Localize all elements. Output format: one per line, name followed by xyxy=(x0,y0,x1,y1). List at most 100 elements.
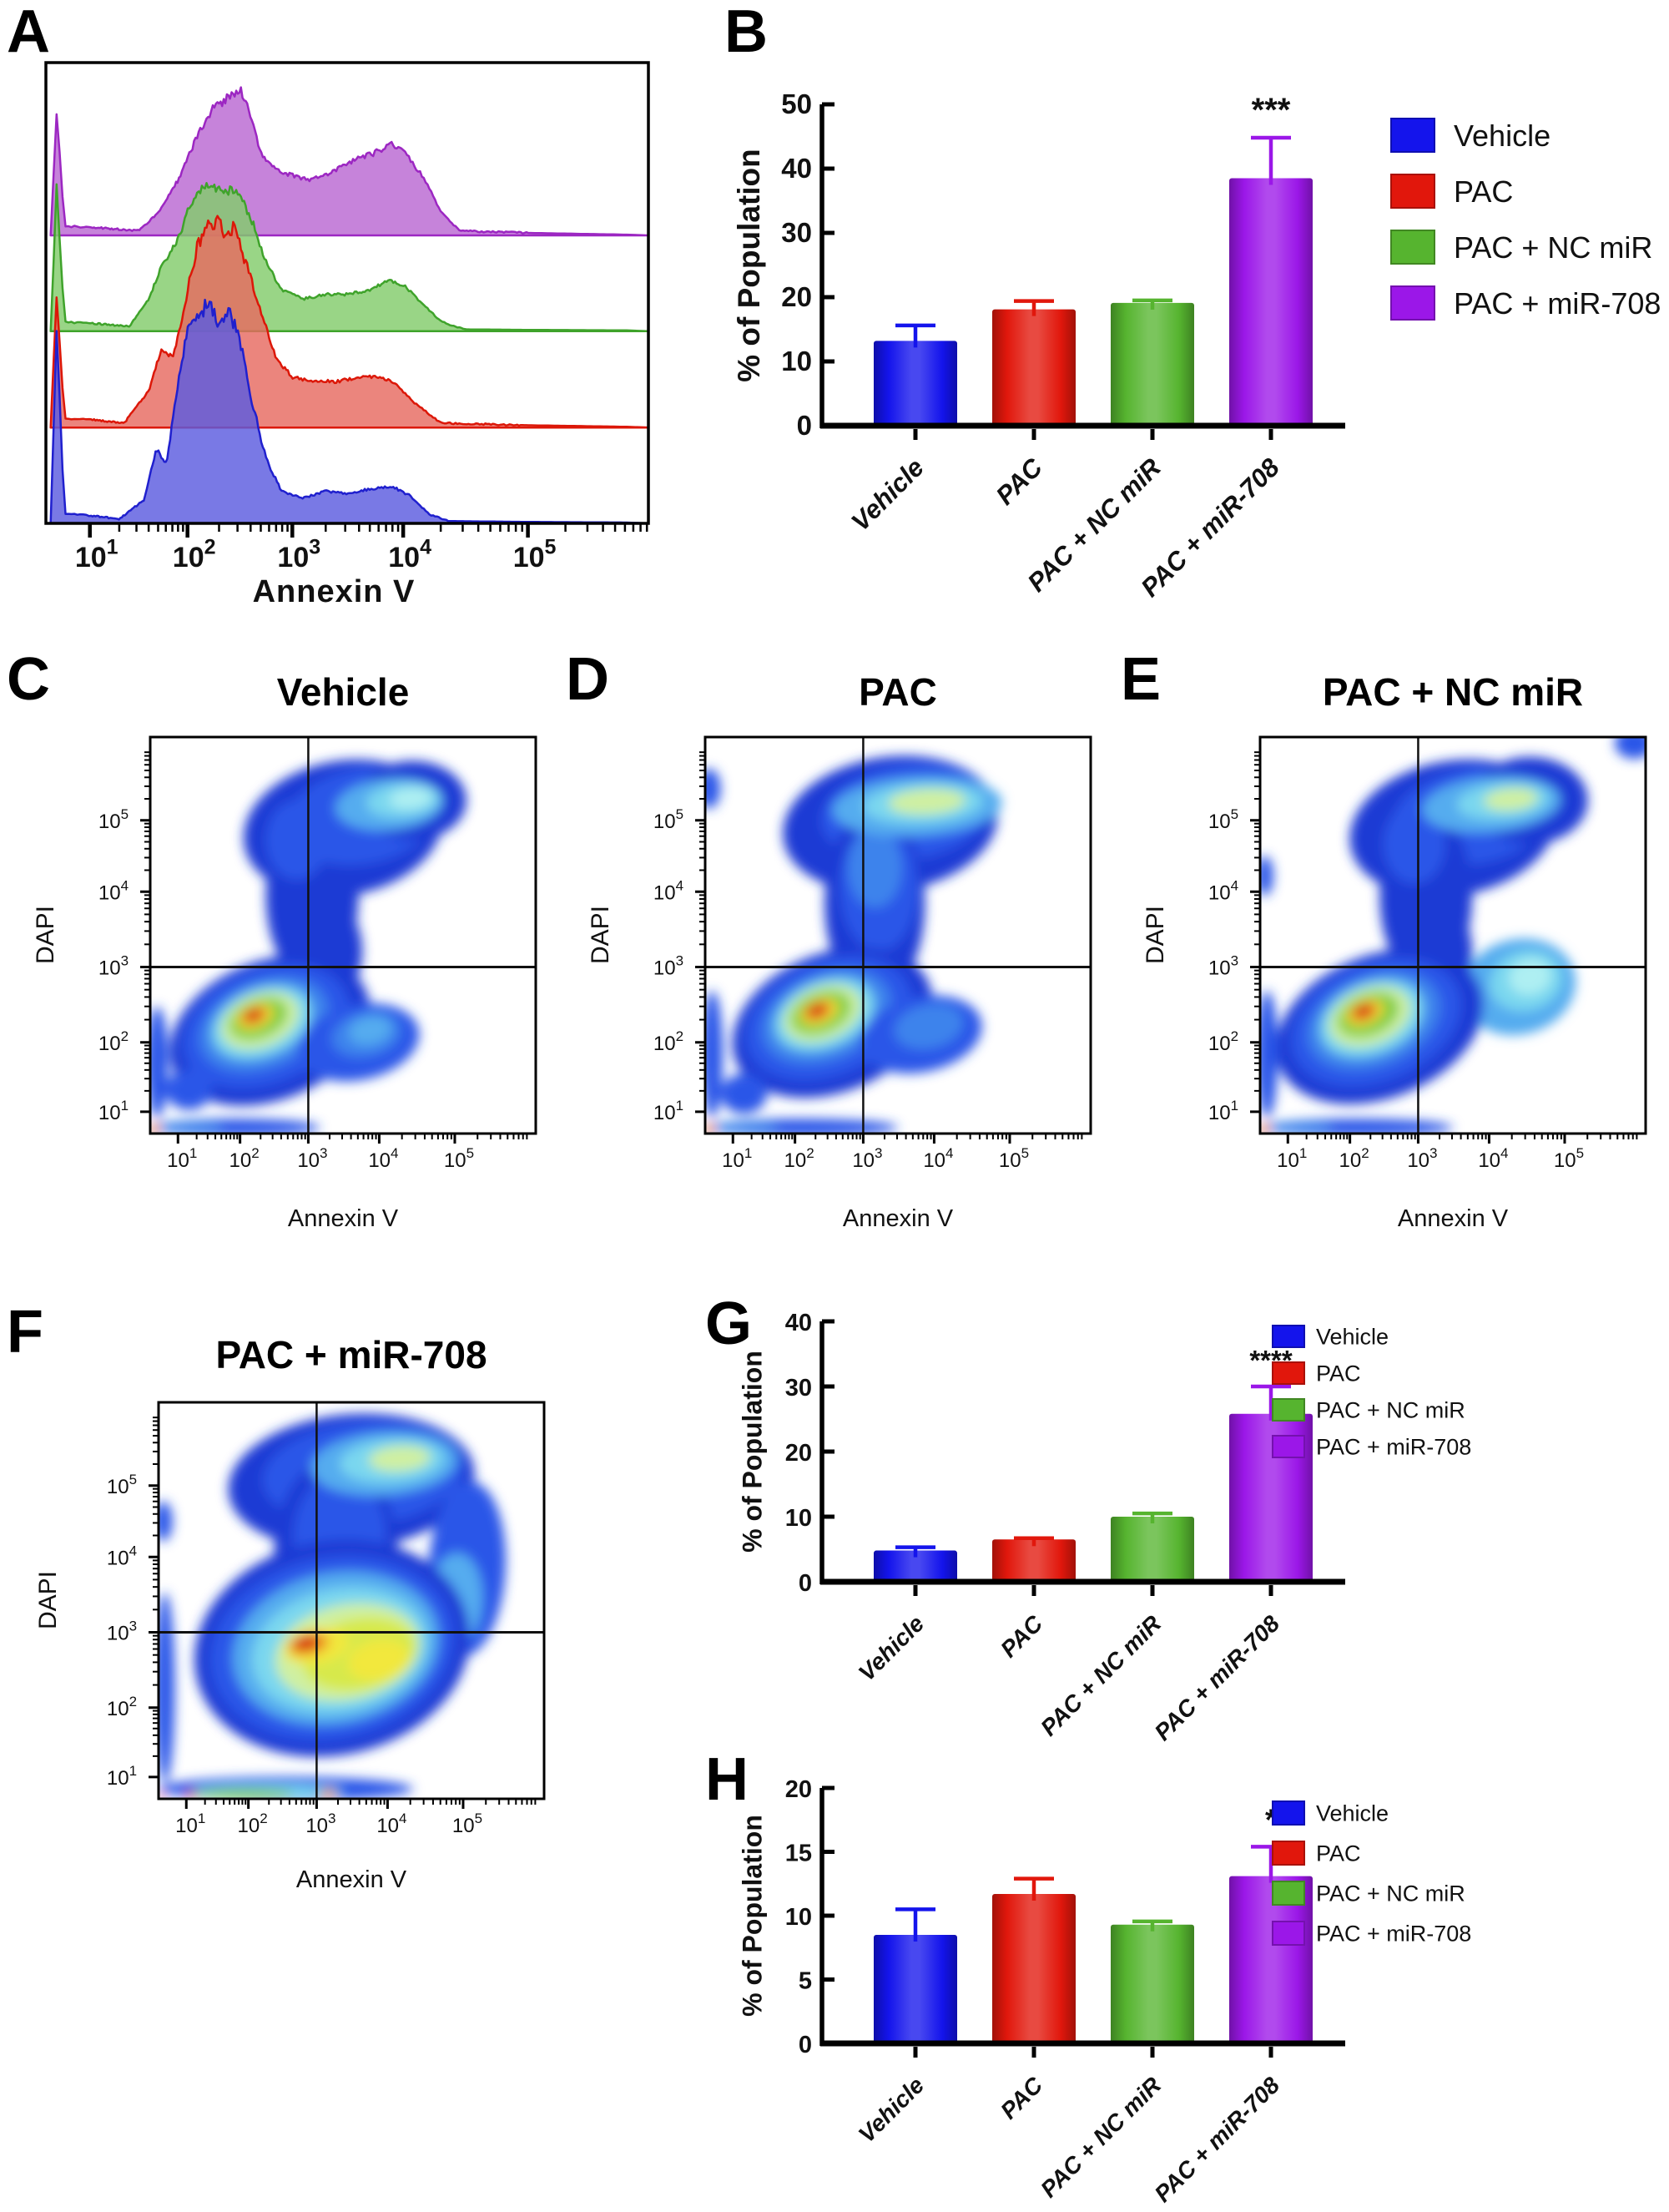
legend-swatch-vehicle xyxy=(1272,1800,1305,1826)
log-tick-label: 105 xyxy=(1554,1145,1584,1172)
significance-stars: *** xyxy=(1252,92,1291,129)
log-tick-label: 104 xyxy=(376,1811,406,1837)
y-tick-label: 10 xyxy=(785,1505,812,1532)
log-tick-label: 102 xyxy=(1339,1145,1369,1172)
log-tick-label: 101 xyxy=(75,536,118,573)
log-tick-label: 103 xyxy=(852,1145,882,1172)
x-category-label: PAC + miR-708 xyxy=(1149,1610,1284,1745)
legend-swatch-vehicle xyxy=(1390,118,1435,153)
y-tick-label: 30 xyxy=(785,1375,812,1401)
legend-label: PAC + NC miR xyxy=(1316,1398,1465,1423)
legend-label: PAC + NC miR xyxy=(1454,230,1652,265)
log-tick-label: 103 xyxy=(1407,1145,1437,1172)
histogram-curve-vehicle xyxy=(49,298,648,523)
legend-swatch-pac-mir-708 xyxy=(1272,1435,1305,1458)
y-tick-label: 30 xyxy=(781,217,812,248)
legend-swatch-vehicle xyxy=(1272,1325,1305,1348)
panel-e-xaxis-label: Annexin V xyxy=(1397,1205,1509,1232)
x-category-label: Vehicle xyxy=(845,452,930,537)
log-tick-label: 104 xyxy=(107,1543,137,1569)
y-tick-label: 0 xyxy=(797,410,812,441)
panel-d-density-plot: 101 102 103 104 105 101 102 103 104 105 xyxy=(653,735,1092,1172)
panel-c-density-plot: 101 102 103 104 105 101 102 103 104 105 xyxy=(98,735,537,1172)
legend-label: Vehicle xyxy=(1316,1325,1389,1350)
panel-c-title: Vehicle xyxy=(276,670,410,714)
log-tick-label: 104 xyxy=(98,877,129,904)
y-tick-label: 10 xyxy=(781,346,812,376)
bar-pac xyxy=(992,1893,1076,2043)
log-tick-label: 102 xyxy=(107,1694,137,1720)
y-tick-label: 0 xyxy=(799,2032,812,2058)
x-category-label: Vehicle xyxy=(854,1610,930,1686)
panel-d-yaxis-label: DAPI xyxy=(587,905,614,965)
y-tick-label: 5 xyxy=(799,1968,812,1995)
panel-d-title: PAC xyxy=(859,670,937,714)
y-tick-label: 20 xyxy=(781,281,812,312)
bar-vehicle xyxy=(874,1934,957,2043)
legend-label: PAC xyxy=(1316,1361,1361,1386)
bar-pac-nc-mir xyxy=(1111,1517,1194,1582)
bar-pac-mir-708 xyxy=(1229,1876,1313,2043)
log-tick-label: 105 xyxy=(1208,806,1238,833)
panel-f-density-plot: 101 102 103 104 105 101 102 103 104 105 xyxy=(107,1401,546,1837)
panel-f-xaxis-label: Annexin V xyxy=(295,1866,407,1893)
log-tick-label: 101 xyxy=(107,1763,137,1790)
log-tick-label: 105 xyxy=(513,536,557,573)
panel-h-label: H xyxy=(705,1746,749,1813)
log-tick-label: 102 xyxy=(238,1811,268,1837)
legend-panel-g: Vehicle PAC PAC + NC miR PAC + miR-708 xyxy=(1272,1325,1471,1460)
log-tick-label: 105 xyxy=(107,1472,137,1498)
bar-pac-nc-mir xyxy=(1111,302,1194,426)
y-tick-label: 20 xyxy=(785,1440,812,1467)
panel-b-yaxis-label: % of Population xyxy=(732,149,766,382)
log-tick-label: 103 xyxy=(1208,953,1238,980)
log-tick-label: 101 xyxy=(722,1145,752,1172)
panel-d-label: D xyxy=(566,646,609,713)
panel-f-yaxis-label: DAPI xyxy=(34,1570,62,1630)
log-tick-label: 103 xyxy=(107,1619,137,1645)
log-tick-label: 104 xyxy=(923,1145,953,1172)
panel-a-label: A xyxy=(7,0,50,65)
log-tick-label: 104 xyxy=(653,877,683,904)
legend-label: PAC + miR-708 xyxy=(1454,286,1661,321)
legend-label: PAC + miR-708 xyxy=(1316,1922,1471,1947)
bar-pac xyxy=(992,1539,1076,1582)
log-tick-label: 104 xyxy=(1478,1145,1508,1172)
log-tick-label: 105 xyxy=(444,1145,474,1172)
bar-pac-nc-mir xyxy=(1111,1924,1194,2043)
y-tick-label: 15 xyxy=(785,1841,812,1867)
legend-swatch-pac-nc-mir xyxy=(1390,230,1435,265)
log-tick-label: 102 xyxy=(1208,1028,1238,1055)
legend-label: Vehicle xyxy=(1316,1801,1389,1826)
log-tick-label: 103 xyxy=(98,953,129,980)
y-tick-label: 40 xyxy=(785,1310,812,1336)
panel-c-yaxis-label: DAPI xyxy=(32,905,59,965)
log-tick-label: 103 xyxy=(305,1811,335,1837)
bar-vehicle xyxy=(874,1550,957,1582)
bar-pac-mir-708 xyxy=(1229,178,1313,427)
legend-label: PAC xyxy=(1454,174,1513,209)
panel-h-yaxis-label: % of Population xyxy=(737,1815,768,2017)
legend-panel-h: Vehicle PAC PAC + NC miR PAC + miR-708 xyxy=(1272,1800,1471,1947)
log-tick-label: 103 xyxy=(277,536,320,573)
log-tick-label: 104 xyxy=(1208,877,1238,904)
y-tick-label: 10 xyxy=(785,1904,812,1931)
log-tick-label: 103 xyxy=(653,953,683,980)
x-category-label: PAC xyxy=(991,452,1049,511)
log-tick-label: 102 xyxy=(229,1145,260,1172)
panel-e-density-plot: 101 102 103 104 105 101 102 103 104 105 xyxy=(1208,735,1647,1172)
legend-swatch-pac-mir-708 xyxy=(1390,285,1435,321)
panel-a-histogram: 101 102 103 104 105 xyxy=(44,61,650,573)
panel-f-label: F xyxy=(7,1299,43,1366)
bar-vehicle xyxy=(874,341,957,426)
log-tick-label: 104 xyxy=(388,536,431,573)
log-tick-label: 101 xyxy=(1208,1098,1238,1124)
panel-b-label: B xyxy=(724,0,768,65)
log-tick-label: 105 xyxy=(653,806,683,833)
legend-label: PAC + miR-708 xyxy=(1316,1435,1471,1460)
panel-d-xaxis-label: Annexin V xyxy=(842,1205,954,1232)
panel-e-yaxis-label: DAPI xyxy=(1142,905,1169,965)
